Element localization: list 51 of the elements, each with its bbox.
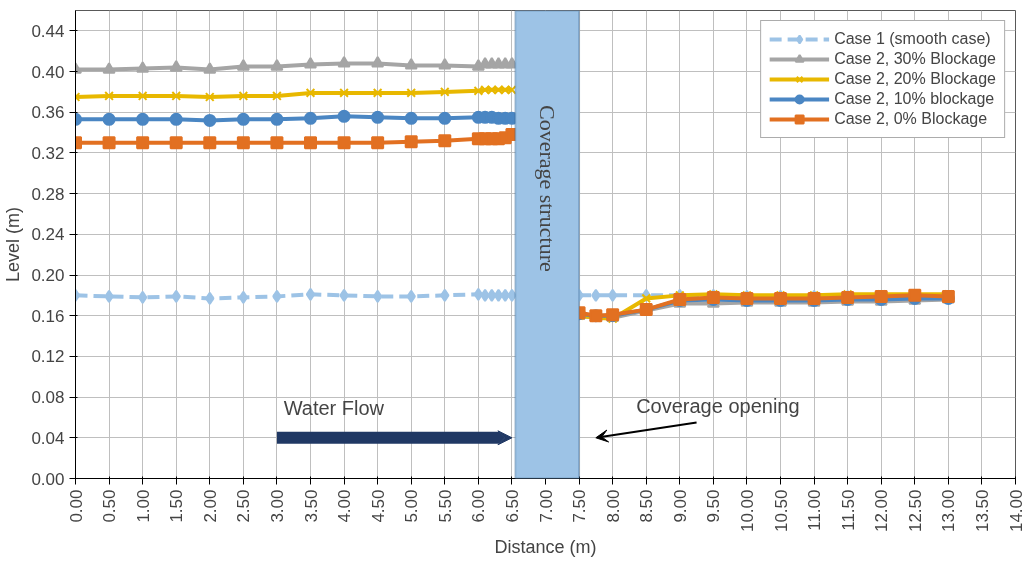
x-tick-label: 12.50 [905,489,925,533]
y-axis-title: Level (m) [3,206,24,283]
x-tick-label: 8.50 [637,489,657,523]
annotation: Water Flow [283,397,385,420]
x-tick-label: 12.00 [872,489,892,533]
x-tick-label: 2.50 [234,489,254,523]
x-tick-label: 0.00 [66,489,86,523]
x-tick-label: 3.00 [267,489,287,523]
y-tick-label: 0.40 [31,62,65,82]
y-tick-label: 0.44 [31,21,65,41]
legend-label: Case 2, 10% blockage [834,90,995,108]
x-tick-label: 13.50 [972,489,992,533]
band-label: Coverage structure [534,104,560,272]
legend-label: Case 1 (smooth case) [834,30,991,48]
y-tick-label: 0.20 [31,266,65,286]
legend-label: Case 2, 0% Blockage [834,110,988,128]
x-tick-label: 14.00 [1006,489,1026,533]
x-tick-label: 3.50 [301,489,321,523]
y-tick-label: 0.16 [31,306,65,326]
y-tick-label: 0.00 [31,469,65,489]
annotation: Coverage opening [636,395,800,418]
legend-label: Case 2, 30% Blockage [834,50,996,68]
x-tick-label: 1.00 [133,489,153,523]
y-tick-label: 0.08 [31,388,65,408]
legend-label: Case 2, 20% Blockage [834,70,996,88]
y-tick-label: 0.04 [31,428,65,448]
x-tick-label: 13.00 [939,489,959,533]
x-tick-label: 9.00 [670,489,690,523]
x-tick-label: 1.50 [167,489,187,523]
x-tick-label: 6.00 [469,489,489,523]
x-tick-label: 2.00 [200,489,220,523]
x-tick-label: 5.00 [402,489,422,523]
x-tick-label: 10.50 [771,489,791,533]
y-tick-label: 0.12 [31,347,65,367]
x-tick-label: 7.50 [570,489,590,523]
x-tick-label: 4.50 [368,489,388,523]
x-tick-label: 9.50 [704,489,724,523]
x-tick-label: 0.50 [100,489,120,523]
x-tick-label: 6.50 [502,489,522,523]
y-tick-label: 0.28 [31,184,65,204]
x-tick-label: 4.00 [335,489,355,523]
x-tick-label: 11.00 [805,489,825,531]
x-tick-label: 11.50 [838,489,858,531]
y-tick-label: 0.36 [31,103,65,123]
x-tick-label: 8.00 [603,489,623,523]
y-tick-label: 0.24 [31,225,65,245]
x-tick-label: 10.00 [737,489,757,533]
x-tick-label: 7.00 [536,489,556,523]
y-tick-label: 0.32 [31,143,65,163]
x-axis-title: Distance (m) [494,537,597,558]
x-tick-label: 5.50 [435,489,455,523]
